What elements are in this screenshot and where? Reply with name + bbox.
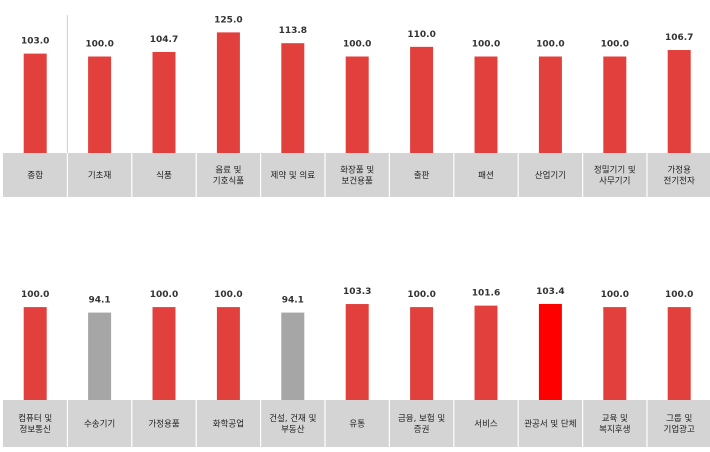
category-label-2-11: 그룹 및 [666,413,692,424]
category-label-2-4: 화학공업 [213,419,244,430]
category-label-2-2: 수송기기 [84,420,115,430]
category-label-1-11: 전기전자 [664,176,695,187]
bar-2-2 [88,312,112,400]
value-label-2-7: 100.0 [407,290,435,300]
bar-2-7 [410,307,434,400]
category-label-2-9: 관공서 및 단체 [524,419,576,430]
value-label-2-3: 100.0 [150,290,178,300]
category-band-1 [3,153,710,197]
value-label-1-4: 125.0 [214,15,242,25]
bar-2-8 [474,305,498,400]
category-label-1-8: 패션 [478,170,494,181]
category-label-2-7: 금융, 보험 및 [398,413,445,424]
bar-1-10 [603,56,627,153]
category-label-2-8: 서비스 [474,420,498,430]
bar-1-8 [474,56,498,153]
value-label-2-9: 103.4 [536,287,564,297]
bar-1-9 [538,56,562,153]
value-label-2-4: 100.0 [214,290,242,300]
value-label-1-1: 103.0 [21,37,49,47]
bar-1-6 [345,56,369,153]
bar-2-9 [538,303,562,400]
bar-1-3 [152,51,176,153]
value-label-1-6: 100.0 [343,40,371,50]
value-label-2-8: 101.6 [472,289,500,299]
value-label-1-3: 104.7 [150,35,178,45]
value-label-1-2: 100.0 [85,40,113,50]
category-label-1-7: 출판 [414,170,430,181]
bar-2-3 [152,307,176,400]
category-label-1-10: 정밀기기 및 [594,165,636,176]
category-label-2-7: 증권 [414,424,430,435]
value-label-2-10: 100.0 [601,290,629,300]
category-label-1-6: 화장품 및 [340,165,374,176]
bar-2-4 [216,307,240,400]
category-label-1-3: 식품 [156,171,172,181]
category-label-2-1: 정보통신 [20,424,51,435]
category-label-1-9: 산업기기 [535,170,566,181]
bar-2-10 [603,307,627,400]
bar-2-5 [281,312,305,400]
value-label-1-7: 110.0 [407,30,435,40]
bar-1-5 [281,43,305,153]
value-label-2-2: 94.1 [88,296,110,306]
category-label-1-1: 종합 [27,171,43,181]
category-label-2-3: 가정용품 [148,419,179,430]
category-band-2 [3,400,710,447]
value-label-1-5: 113.8 [279,26,307,36]
bar-1-2 [88,56,112,153]
bar-1-4 [216,32,240,153]
value-label-1-9: 100.0 [536,40,564,50]
value-label-1-11: 106.7 [665,33,693,43]
bar-2-11 [667,307,691,400]
category-label-1-5: 제약 및 의료 [271,170,316,181]
value-label-1-10: 100.0 [601,40,629,50]
bar-1-1 [23,53,47,154]
category-label-1-6: 보건용품 [342,176,373,187]
value-label-1-8: 100.0 [472,40,500,50]
value-label-2-5: 94.1 [282,296,304,306]
category-label-2-11: 기업광고 [664,424,695,435]
category-label-2-6: 유통 [349,420,365,430]
bar-2-1 [23,307,47,400]
category-label-1-10: 사무기기 [599,177,630,187]
value-label-2-11: 100.0 [665,290,693,300]
category-label-2-1: 컴퓨터 및 [18,413,52,424]
category-label-1-4: 음료 및 [215,165,241,176]
bar-2-6 [345,304,369,400]
category-label-1-4: 기호식품 [213,177,244,187]
value-label-2-6: 103.3 [343,287,371,297]
category-label-2-5: 부동산 [281,424,305,435]
bar-1-7 [410,46,434,153]
category-label-1-11: 가정용 [667,165,691,176]
category-label-2-10: 교육 및 [602,413,628,424]
value-label-2-1: 100.0 [21,290,49,300]
category-label-1-2: 기초재 [88,171,111,181]
bar-1-11 [667,50,691,153]
category-label-2-10: 복지후생 [599,424,630,435]
category-label-2-5: 건설, 건재 및 [269,413,316,424]
